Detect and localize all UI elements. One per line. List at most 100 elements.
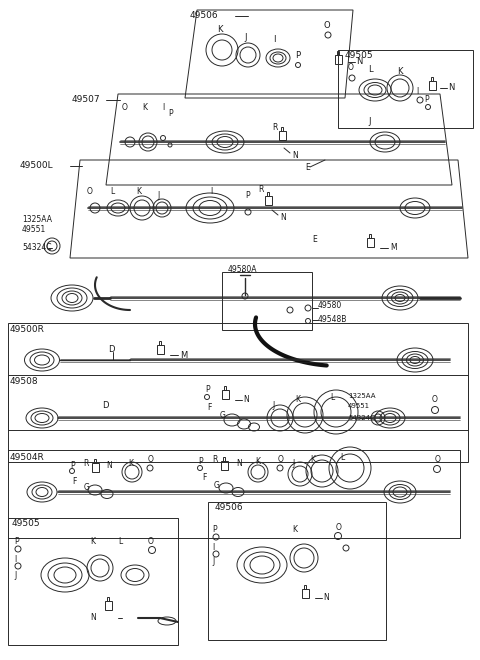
- Text: L: L: [110, 187, 114, 197]
- Text: 49506: 49506: [190, 11, 218, 20]
- Bar: [8, 450, 460, 538]
- Text: O: O: [148, 455, 154, 465]
- Text: L: L: [118, 537, 122, 546]
- Text: G: G: [214, 480, 220, 490]
- Bar: [338, 50, 473, 128]
- Bar: [220, 461, 228, 470]
- Text: O: O: [432, 395, 438, 405]
- Text: O: O: [348, 63, 354, 73]
- Bar: [278, 131, 286, 140]
- Text: 54324C: 54324C: [348, 415, 375, 421]
- Bar: [336, 51, 339, 55]
- Text: I: I: [210, 187, 212, 197]
- Text: R: R: [83, 459, 88, 467]
- Text: N: N: [292, 152, 298, 160]
- Text: 1325AA: 1325AA: [348, 393, 375, 399]
- Text: P: P: [168, 110, 173, 119]
- Text: 49551: 49551: [348, 403, 370, 409]
- Text: 49551: 49551: [22, 226, 46, 234]
- Text: E: E: [305, 164, 310, 172]
- Text: J: J: [244, 34, 247, 42]
- Text: K: K: [128, 459, 133, 467]
- Text: N: N: [106, 461, 112, 469]
- Text: 49507: 49507: [72, 96, 101, 104]
- Bar: [8, 518, 178, 645]
- Text: I: I: [416, 88, 418, 96]
- Bar: [266, 192, 269, 196]
- Text: L: L: [340, 453, 344, 463]
- Text: I: I: [14, 556, 16, 564]
- Text: G: G: [84, 484, 90, 492]
- Text: R: R: [258, 185, 264, 195]
- Text: L: L: [330, 393, 334, 403]
- Text: N: N: [356, 57, 362, 67]
- Bar: [107, 597, 109, 601]
- Text: G: G: [220, 411, 226, 420]
- Text: K: K: [217, 26, 223, 34]
- Text: F: F: [72, 477, 76, 486]
- Text: 49500L: 49500L: [20, 162, 54, 170]
- Bar: [335, 55, 341, 64]
- Text: J: J: [157, 191, 159, 201]
- Text: 49504R: 49504R: [10, 453, 45, 461]
- Text: E: E: [312, 236, 317, 244]
- Bar: [264, 196, 272, 205]
- Text: R: R: [272, 123, 277, 133]
- Bar: [429, 81, 435, 90]
- Text: K: K: [295, 395, 300, 405]
- Text: O: O: [324, 22, 331, 30]
- Text: I: I: [162, 102, 164, 112]
- Text: D: D: [108, 345, 115, 354]
- Text: O: O: [122, 104, 128, 112]
- Text: O: O: [278, 455, 284, 465]
- Text: 49580A: 49580A: [228, 265, 257, 275]
- Text: P: P: [212, 525, 216, 535]
- Text: L: L: [368, 65, 372, 75]
- Text: I: I: [273, 36, 276, 44]
- Text: O: O: [87, 187, 93, 197]
- Text: J: J: [292, 459, 294, 469]
- Text: F: F: [202, 473, 206, 482]
- Text: K: K: [310, 455, 315, 465]
- Text: P: P: [14, 537, 19, 546]
- Text: K: K: [255, 457, 260, 467]
- Text: 49505: 49505: [12, 519, 41, 529]
- Text: D: D: [102, 401, 108, 411]
- Text: 49500R: 49500R: [10, 325, 45, 335]
- Text: P: P: [70, 461, 74, 469]
- Bar: [367, 238, 373, 247]
- Bar: [156, 345, 164, 354]
- Text: P: P: [295, 51, 300, 59]
- Text: N: N: [243, 395, 249, 405]
- Text: 49506: 49506: [215, 504, 244, 513]
- Text: M: M: [180, 350, 187, 360]
- Bar: [301, 589, 309, 598]
- Text: K: K: [90, 537, 95, 546]
- Text: 49580: 49580: [318, 302, 342, 310]
- Text: J: J: [14, 572, 16, 581]
- Text: 1325AA: 1325AA: [22, 216, 52, 224]
- Text: F: F: [207, 403, 211, 412]
- Text: N: N: [90, 614, 96, 622]
- Text: O: O: [148, 537, 154, 546]
- Text: P: P: [424, 96, 429, 104]
- Bar: [92, 463, 98, 472]
- Text: 49548B: 49548B: [318, 315, 348, 325]
- Text: 49508: 49508: [10, 378, 38, 387]
- Bar: [158, 341, 161, 345]
- Bar: [94, 459, 96, 463]
- Text: K: K: [142, 104, 147, 112]
- Text: P: P: [198, 457, 203, 467]
- Bar: [8, 323, 468, 430]
- Bar: [105, 601, 111, 610]
- Text: R: R: [212, 455, 217, 465]
- Bar: [369, 234, 372, 238]
- Text: P: P: [245, 191, 250, 201]
- Text: K: K: [136, 187, 141, 197]
- Text: O: O: [435, 455, 441, 465]
- Text: N: N: [280, 213, 286, 222]
- Bar: [431, 77, 433, 81]
- Text: P: P: [205, 385, 210, 395]
- Text: 54324C: 54324C: [22, 244, 51, 253]
- Text: J: J: [212, 558, 214, 566]
